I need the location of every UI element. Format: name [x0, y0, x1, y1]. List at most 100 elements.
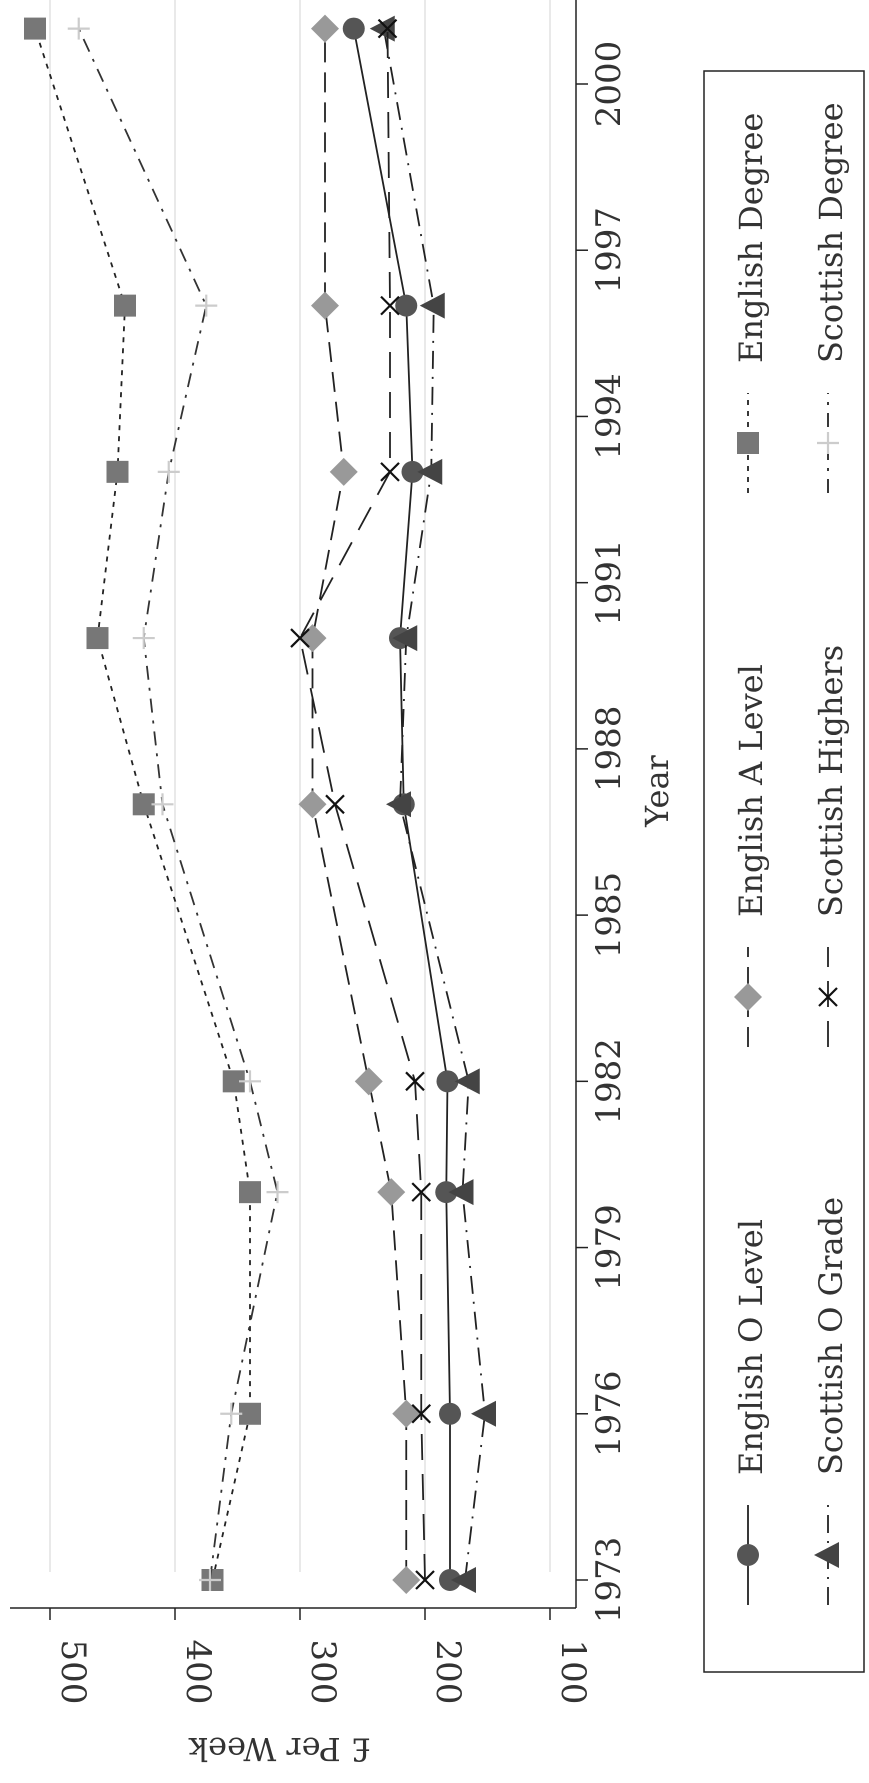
legend-label-scottish-highers: Scottish Highers [812, 645, 850, 917]
year-tick-label-1973: 1973 [589, 1537, 629, 1624]
point-english-a-level-1973 [392, 1566, 421, 1594]
point-english-a-level-2001 [311, 14, 339, 43]
point-english-o-level-2001 [342, 17, 365, 40]
point-scottish-o-grade-1996 [419, 292, 445, 319]
point-english-degree-1982 [222, 1070, 245, 1093]
value-tick-label-500: 500 [53, 1640, 93, 1705]
legend-marker-english-o-level [737, 1544, 759, 1566]
legend-entry-scottish-degree: Scottish Degree [812, 102, 850, 493]
legend: English O Level English A Level English De… [703, 70, 865, 1673]
year-tick-label-1985: 1985 [589, 872, 629, 959]
point-scottish-o-grade-1990 [392, 625, 418, 652]
series-line-scottish-degree [77, 28, 279, 1581]
year-tick-label-1982: 1982 [589, 1038, 629, 1125]
point-scottish-highers-2001-stroke-b [377, 18, 398, 39]
point-english-a-level-1980 [377, 1178, 406, 1207]
point-scottish-degree-2001 [67, 17, 90, 40]
legend-marker-english-degree [737, 432, 759, 454]
legend-entry-english-a-level: English A Level [732, 664, 770, 1047]
point-english-degree-1980 [239, 1181, 261, 1204]
point-scottish-degree-1996 [195, 294, 218, 317]
point-scottish-highers-1996-stroke-b [380, 295, 400, 316]
point-english-degree-1996 [114, 294, 136, 317]
point-scottish-highers-1993-stroke-b [380, 462, 400, 482]
point-scottish-highers-1987-stroke-b [325, 794, 345, 815]
point-scottish-highers-1982 [405, 1071, 425, 1092]
legend-marker-english-a-level [734, 983, 762, 1011]
legend-marker-scottish-highers [818, 987, 838, 1007]
series-english-a-level [298, 14, 421, 1594]
point-english-degree-1987 [132, 793, 155, 816]
point-scottish-highers-1982-stroke-b [405, 1071, 425, 1092]
point-english-o-level-1973 [439, 1569, 461, 1591]
x-axis-title: Year [638, 754, 676, 827]
point-english-o-level-1980 [435, 1181, 458, 1204]
point-english-a-level-1993 [329, 457, 358, 486]
legend-entry-scottish-highers: Scottish Highers [812, 645, 850, 1047]
series-scottish-highers [290, 18, 435, 1590]
value-tick-label-400: 400 [178, 1640, 218, 1705]
point-scottish-highers-1973-stroke-b [415, 1570, 435, 1590]
point-scottish-o-grade-1993 [417, 458, 443, 485]
year-tick-label-1988: 1988 [589, 706, 629, 793]
legend-label-english-a-level: English A Level [732, 664, 770, 917]
legend-entry-scottish-o-grade: Scottish O Grade [812, 1197, 850, 1605]
point-english-o-level-1996 [395, 294, 418, 317]
point-english-a-level-1976 [392, 1399, 421, 1428]
point-english-degree-1990 [86, 627, 109, 650]
point-scottish-o-grade-1973 [451, 1567, 476, 1593]
point-scottish-o-grade-1980 [448, 1179, 474, 1206]
year-tick-label-1997: 1997 [589, 207, 629, 294]
point-scottish-highers-1976 [411, 1404, 432, 1424]
point-english-a-level-1987 [298, 790, 327, 819]
value-tick-label-200: 200 [428, 1640, 468, 1705]
year-tick-label-1979: 1979 [589, 1204, 629, 1291]
series-scottish-o-grade [369, 15, 496, 1593]
series-scottish-degree [67, 17, 289, 1591]
point-scottish-highers-2001 [377, 18, 398, 39]
series-english-degree [24, 17, 261, 1591]
point-scottish-highers-1990 [290, 628, 310, 648]
point-english-degree-1993 [106, 460, 129, 483]
legend-label-english-o-level: English O Level [732, 1219, 770, 1475]
series-line-scottish-o-grade [382, 28, 486, 1581]
point-scottish-o-grade-1976 [471, 1400, 496, 1427]
year-tick-label-1994: 1994 [589, 373, 629, 460]
year-tick-label-1991: 1991 [589, 539, 629, 626]
y-axis-title: £ Per Week [188, 1730, 371, 1768]
point-scottish-highers-1996 [380, 295, 400, 316]
series-line-scottish-highers [299, 28, 426, 1581]
legend-entry-english-degree: English Degree [732, 113, 770, 493]
point-scottish-highers-1976-stroke-b [411, 1404, 432, 1424]
point-scottish-degree-1973 [199, 1569, 221, 1591]
point-scottish-highers-1987 [325, 794, 345, 815]
point-scottish-o-grade-1982 [454, 1068, 480, 1095]
point-scottish-degree-1987 [151, 793, 174, 816]
point-english-a-level-1990 [298, 624, 327, 653]
point-scottish-highers-1993 [380, 462, 400, 482]
point-scottish-degree-1980 [266, 1181, 289, 1204]
year-tick-label-2000: 2000 [589, 41, 629, 128]
point-scottish-highers-1980-stroke-b [411, 1182, 432, 1202]
legend-label-scottish-o-grade: Scottish O Grade [812, 1197, 850, 1475]
point-scottish-degree-1993 [157, 460, 180, 483]
legend-marker-scottish-degree [817, 432, 839, 454]
legend-marker-scottish-highers-stroke-b [818, 987, 838, 1007]
value-tick-label-100: 100 [553, 1640, 593, 1705]
point-scottish-highers-1980 [411, 1182, 432, 1202]
point-scottish-highers-1990-stroke-b [290, 628, 310, 648]
point-english-o-level-1982 [436, 1070, 459, 1093]
point-scottish-degree-1990 [132, 627, 155, 650]
point-scottish-o-grade-1987 [386, 791, 411, 818]
point-english-degree-1976 [239, 1402, 261, 1425]
point-scottish-o-grade-2001 [369, 15, 395, 42]
legend-box [703, 70, 865, 1673]
legend-entry-english-o-level: English O Level [732, 1219, 770, 1605]
point-english-a-level-1996 [311, 291, 339, 320]
point-scottish-degree-1976 [220, 1402, 243, 1425]
point-scottish-degree-1982 [239, 1070, 261, 1093]
year-tick-label-1976: 1976 [589, 1371, 629, 1458]
point-english-o-level-1993 [401, 460, 424, 483]
